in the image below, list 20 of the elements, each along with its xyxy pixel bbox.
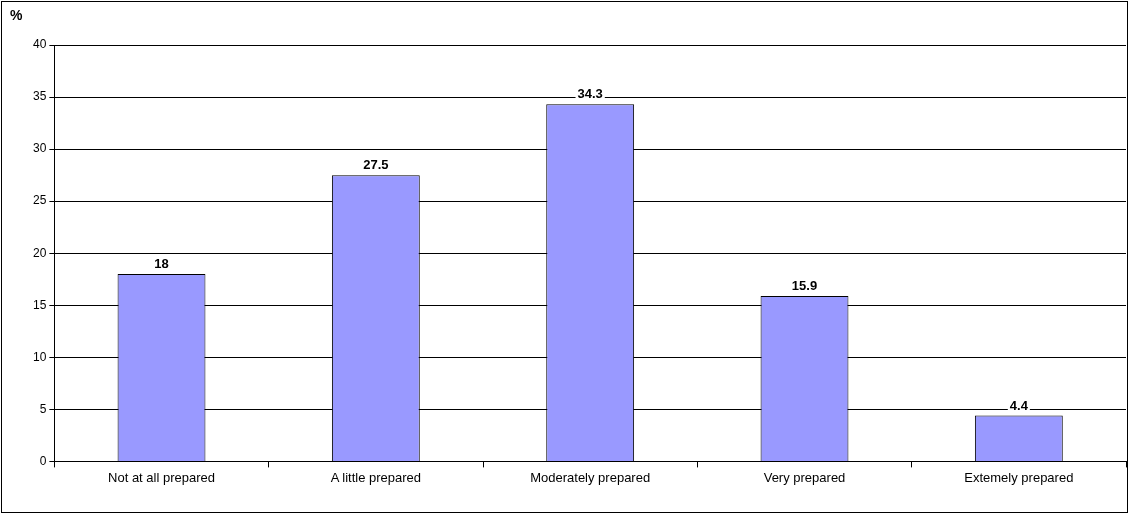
y-tick-label: 0 [39,453,47,468]
y-axis-title: % [10,6,23,23]
x-tick-label: Very prepared [763,469,846,485]
y-tick-label: 40 [32,37,47,52]
y-tick-label: 15 [32,297,47,312]
y-tick-label: 10 [32,349,47,364]
y-tick-label: 25 [32,193,47,208]
data-label: 27.5 [363,157,389,173]
y-tick-label: 35 [32,89,47,104]
x-tick-label: Extemely prepared [964,469,1074,485]
x-tick-label: A little prepared [330,469,422,485]
x-tick-label: Moderately prepared [530,469,651,485]
data-label: 34.3 [577,86,603,102]
y-tick-label: 30 [32,141,47,156]
y-tick-label: 5 [39,401,47,416]
data-label: 18 [154,256,169,272]
y-tick-label: 20 [32,245,47,260]
data-label: 15.9 [791,277,818,293]
data-label: 4.4 [1009,397,1029,413]
x-tick-label: Not at all prepared [108,469,215,485]
